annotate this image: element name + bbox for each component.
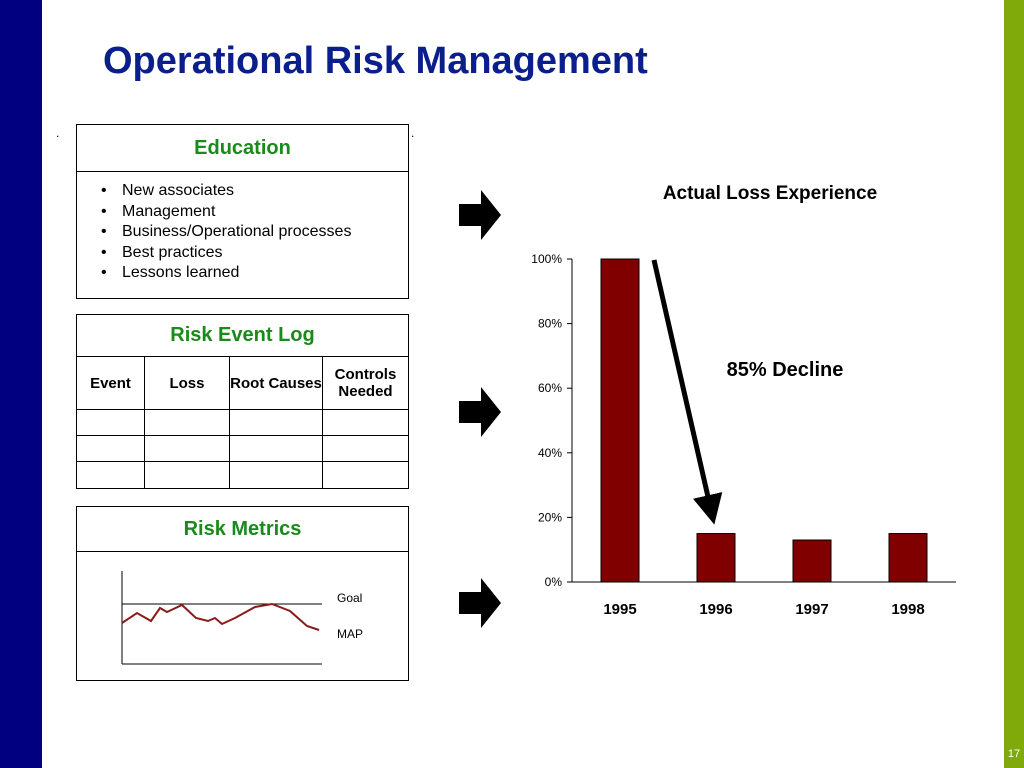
bar-1997 xyxy=(792,539,832,583)
right-arrow-icon xyxy=(459,387,501,437)
list-item: New associates xyxy=(101,181,351,202)
list-item: Business/Operational processes xyxy=(101,222,351,243)
risk-event-log-box: Risk Event Log Event Loss Root Causes Co… xyxy=(76,314,409,489)
map-line xyxy=(121,602,320,631)
list-item: Best practices xyxy=(101,243,351,264)
y-tick-label: 20% xyxy=(538,510,562,524)
page-number: 17 xyxy=(1007,748,1021,760)
risk-metrics-heading: Risk Metrics xyxy=(77,507,408,552)
risk-event-log-heading: Risk Event Log xyxy=(77,315,408,357)
y-tick-label: 100% xyxy=(531,252,562,266)
list-item: Management xyxy=(101,202,351,223)
y-tick-label: 40% xyxy=(538,446,562,460)
right-arrow-icon xyxy=(459,190,501,240)
stray-dot: . xyxy=(411,126,415,140)
x-tick-label: 1995 xyxy=(603,601,636,618)
legend-map: MAP xyxy=(337,627,364,641)
right-accent-bar xyxy=(1004,0,1024,768)
x-tick-label: 1996 xyxy=(699,601,732,618)
y-tick-label: 80% xyxy=(538,317,562,331)
x-tick-label: 1997 xyxy=(795,601,828,618)
education-box: Education New associates Management Busi… xyxy=(76,124,409,299)
risk-event-log-table: Event Loss Root Causes Controls Needed xyxy=(77,357,408,489)
column-header-event: Event xyxy=(77,357,145,410)
table-row xyxy=(77,461,408,489)
risk-metrics-box: Risk Metrics Goal MAP xyxy=(76,506,409,681)
decline-arrow xyxy=(651,259,723,525)
bar-1996 xyxy=(696,533,736,583)
decline-label: 85% Decline xyxy=(726,359,844,381)
stray-dot: . xyxy=(56,126,60,140)
y-tick-label: 60% xyxy=(538,381,562,395)
table-row xyxy=(77,435,408,462)
column-header-controls-needed: Controls Needed xyxy=(334,366,397,400)
bar-1995 xyxy=(600,258,640,583)
education-list: New associates Management Business/Opera… xyxy=(101,181,351,284)
column-header-root-causes: Root Causes xyxy=(229,357,323,410)
slide-title: Operational Risk Management xyxy=(103,40,648,82)
y-tick-label: 0% xyxy=(545,575,563,589)
chart-title: Actual Loss Experience xyxy=(662,183,878,204)
column-header-loss: Loss xyxy=(144,357,230,410)
right-arrow-icon xyxy=(459,578,501,628)
legend-goal: Goal xyxy=(337,591,363,605)
bar-1998 xyxy=(888,533,928,583)
education-heading: Education xyxy=(77,125,408,172)
x-tick-label: 1998 xyxy=(891,601,924,618)
left-accent-bar xyxy=(0,0,42,768)
list-item: Lessons learned xyxy=(101,263,351,284)
metrics-sparkline xyxy=(121,571,322,665)
table-row xyxy=(77,409,408,436)
